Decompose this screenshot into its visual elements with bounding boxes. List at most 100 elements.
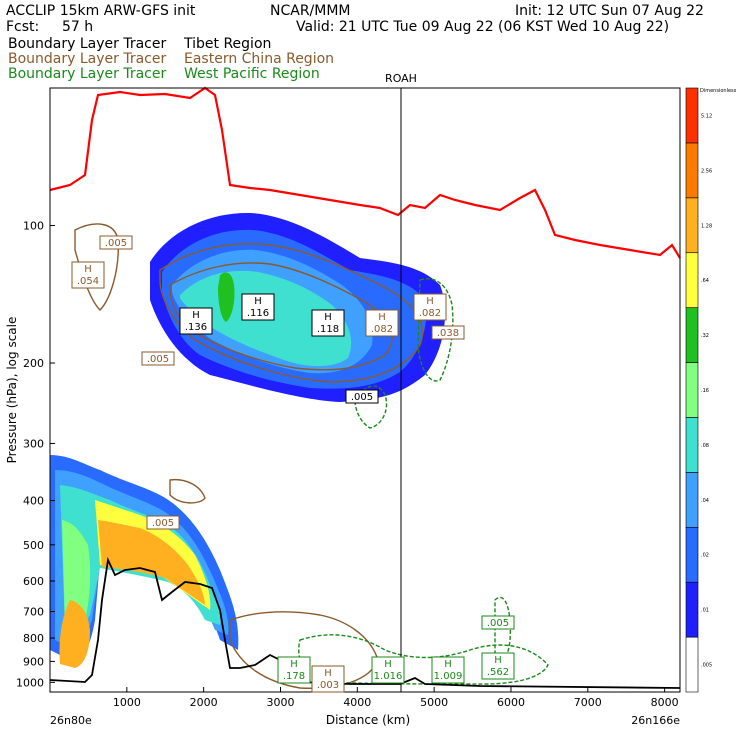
max-label-text: .116: [247, 308, 269, 319]
max-label-text: 1.016: [374, 671, 403, 682]
colorbar-swatch: [685, 307, 699, 363]
x-axis-ticks: 1000 2000 3000 4000 5000 6000 7000 8000: [113, 687, 679, 709]
y-tick-label: 900: [23, 655, 44, 668]
x-right-end-label: 26n166e: [631, 714, 680, 727]
y-tick-label: 600: [23, 575, 44, 588]
tracer-legend-3-region: West Pacific Region: [184, 66, 320, 82]
max-label: .005: [345, 389, 379, 404]
y-tick-label: 800: [23, 632, 44, 645]
max-label: H.562: [481, 652, 515, 680]
surface-plume-shading: [50, 455, 239, 668]
max-label-text: H: [324, 668, 332, 679]
max-label-text: .005: [152, 518, 174, 529]
max-label-text: H: [254, 296, 262, 307]
max-label-text: .178: [283, 671, 305, 682]
max-label-text: .005: [105, 238, 127, 249]
y-tick-label: 100: [23, 220, 44, 233]
max-label-text: H: [426, 296, 434, 307]
max-label-text: H: [494, 655, 502, 666]
colorbar-swatch: [685, 252, 699, 308]
model-title: ACCLIP 15km ARW-GFS init: [6, 3, 196, 19]
station-marker-label: ROAH: [385, 72, 417, 85]
fcst-value: 57 h: [62, 19, 94, 35]
colorbar-level-label: .01: [701, 608, 709, 614]
colorbar-swatch: [685, 417, 699, 473]
colorbar-level-label: .02: [701, 553, 709, 559]
max-label: H.054: [71, 261, 105, 289]
max-label-text: .005: [147, 354, 169, 365]
y-tick-label: 700: [23, 606, 44, 619]
max-label-text: H: [444, 659, 452, 670]
max-label: .005: [99, 235, 133, 250]
max-label: .005: [141, 351, 175, 366]
max-label: H1.009: [431, 656, 465, 684]
colorbar-swatch: [685, 636, 699, 693]
max-label: H.003: [311, 665, 345, 693]
colorbar-level-label: .04: [701, 498, 709, 504]
init-time: Init: 12 UTC Sun 07 Aug 22: [515, 3, 704, 19]
max-label-text: .054: [77, 276, 99, 287]
y-tick-label: 200: [23, 357, 44, 370]
max-label-text: .003: [317, 680, 339, 691]
max-label: .038: [431, 325, 465, 340]
max-label-text: H: [84, 264, 92, 275]
y-axis-ticks: 100 200 300 400 500 600 700 800 900 1000: [16, 220, 55, 689]
x-tick-label: 2000: [190, 696, 218, 709]
max-label-text: .118: [317, 324, 339, 335]
colorbar-swatch: [685, 526, 699, 583]
x-tick-label: 5000: [420, 696, 448, 709]
tropopause-line: [49, 86, 681, 259]
colorbar-swatch: [685, 142, 699, 199]
y-tick-label: 400: [23, 495, 44, 508]
max-label-text: .136: [185, 322, 207, 333]
max-label-text: .562: [487, 667, 509, 678]
colorbar-level-label: .64: [701, 278, 709, 284]
max-label-text: .038: [437, 328, 459, 339]
max-label: H.082: [413, 293, 447, 321]
tracer-legend-2-name: Boundary Layer Tracer: [8, 51, 167, 67]
y-tick-label: 500: [23, 539, 44, 552]
max-label: H.178: [277, 656, 311, 684]
max-label: H.118: [311, 309, 345, 337]
tracer-legend-2-region: Eastern China Region: [184, 51, 335, 67]
colorbar-level-label: .32: [701, 333, 709, 339]
max-label-text: .082: [419, 308, 441, 319]
org-label: NCAR/MMM: [270, 3, 351, 19]
fcst-label: Fcst:: [6, 19, 40, 35]
x-tick-label: 4000: [343, 696, 371, 709]
colorbar-units-label: Dimensionless: [700, 88, 737, 94]
max-label: H.116: [241, 293, 275, 321]
max-label: H.136: [179, 307, 213, 335]
colorbar-swatch: [685, 87, 699, 144]
colorbar-level-label: .08: [701, 443, 709, 449]
max-label-text: .082: [371, 324, 393, 335]
y-axis-label: Pressure (hPa), log scale: [5, 317, 19, 464]
colorbar-level-label: 5.12: [701, 113, 712, 119]
max-label: .005: [481, 615, 515, 630]
valid-time: Valid: 21 UTC Tue 09 Aug 22 (06 KST Wed …: [296, 19, 670, 35]
plot-frame: [49, 87, 681, 693]
colorbar-level-label: .16: [701, 388, 709, 394]
x-tick-label: 7000: [574, 696, 602, 709]
tracer-legend-1-region: Tibet Region: [184, 36, 272, 52]
max-label-text: H: [324, 312, 332, 323]
max-label: .005: [146, 515, 180, 530]
colorbar-swatch: [685, 581, 699, 638]
colorbar-level-label: 1.28: [701, 223, 712, 229]
colorbar-level-label: .005: [701, 663, 712, 669]
max-label-text: .005: [351, 392, 373, 403]
colorbar-swatch: [685, 472, 699, 528]
colorbar-level-label: 2.56: [701, 168, 712, 174]
max-label: H.082: [365, 309, 399, 337]
x-tick-label: 8000: [651, 696, 679, 709]
max-label-text: H: [290, 659, 298, 670]
max-label-text: H: [384, 659, 392, 670]
terrain-line: [49, 556, 681, 689]
tracer-legend-1-name: Boundary Layer Tracer: [8, 36, 167, 52]
x-tick-label: 1000: [113, 696, 141, 709]
max-label-text: 1.009: [434, 671, 463, 682]
x-axis-label: Distance (km): [326, 713, 410, 727]
tracer-legend-3-name: Boundary Layer Tracer: [8, 66, 167, 82]
